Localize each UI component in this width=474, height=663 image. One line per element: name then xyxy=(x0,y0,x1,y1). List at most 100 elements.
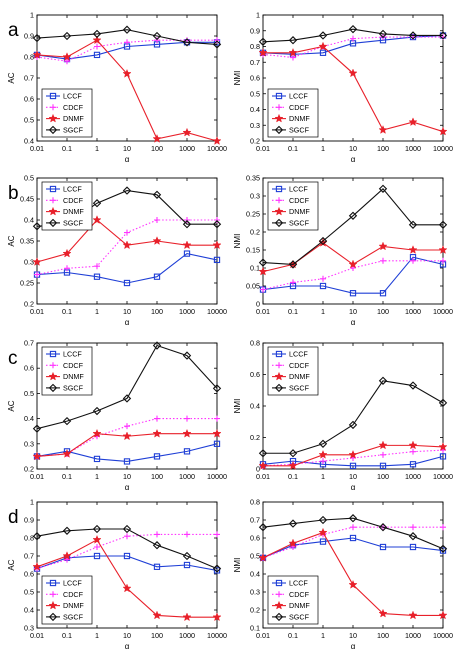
data-point xyxy=(258,37,268,46)
series-line xyxy=(263,380,444,454)
data-point xyxy=(152,190,162,199)
x-tick-label: 100 xyxy=(151,144,163,153)
series-dnmf xyxy=(32,35,222,145)
data-point xyxy=(440,257,446,264)
legend: LCCF CDCF DNMF SGCF xyxy=(267,575,319,625)
panel-label: b xyxy=(8,183,19,204)
y-tick-label: 0.7 xyxy=(250,58,260,67)
x-tick-label: 10 xyxy=(349,631,357,640)
x-tick-label: 10 xyxy=(349,472,357,481)
data-point xyxy=(378,29,388,39)
data-point xyxy=(258,523,268,532)
x-tick-label: 0.1 xyxy=(62,472,72,481)
data-point xyxy=(408,31,418,40)
data-point xyxy=(94,544,100,550)
legend: LCCF CDCF DNMF SGCF xyxy=(41,181,93,231)
data-point xyxy=(32,451,42,461)
series-cdcf xyxy=(260,34,446,61)
legend-marker xyxy=(274,371,284,381)
data-point xyxy=(182,127,192,137)
y-tick-label: 0.4 xyxy=(24,414,34,423)
x-tick-label: 1 xyxy=(95,307,99,316)
legend-label: LCCF xyxy=(289,92,308,101)
data-point xyxy=(182,38,192,47)
legend-label: SGCF xyxy=(63,219,84,228)
x-tick-label: 0.1 xyxy=(62,307,72,316)
chart-b-nmi: 0.01 0.1 1 10 100 1000 10000 0 0.05 0.1 0.15 0.2 0.2… xyxy=(233,174,453,328)
data-point xyxy=(212,136,222,145)
series-sgcf xyxy=(258,514,448,553)
legend-marker xyxy=(49,92,57,100)
data-point xyxy=(212,428,222,438)
panel-label: d xyxy=(8,507,19,528)
data-point xyxy=(182,428,192,438)
data-point xyxy=(318,439,328,448)
data-point xyxy=(62,448,72,458)
y-tick-label: 0.8 xyxy=(24,53,34,62)
x-tick-label: 10 xyxy=(123,631,131,640)
data-point xyxy=(214,217,220,223)
series-sgcf xyxy=(258,376,448,458)
legend: LCCF CDCF DNMF SGCF xyxy=(267,346,319,396)
data-point xyxy=(410,448,416,455)
series-line xyxy=(36,253,218,284)
y-tick-label: 0.5 xyxy=(24,116,34,125)
x-tick-label: 1 xyxy=(321,631,325,640)
legend-marker xyxy=(275,350,283,358)
y-tick-label: 0.2 xyxy=(24,300,34,309)
series-dnmf xyxy=(32,215,222,266)
legend-label: CDCF xyxy=(63,590,84,599)
data-point xyxy=(290,54,296,61)
data-point xyxy=(32,532,42,541)
legend: LCCF CDCF DNMF SGCF xyxy=(41,575,93,625)
chart-d-ac: 0.01 0.1 1 10 100 1000 10000 0.3 0.4 0.5 0.6 0.7 0.8… xyxy=(7,498,227,652)
legend-label: SGCF xyxy=(289,613,310,622)
legend-marker xyxy=(276,197,282,204)
legend-label: CDCF xyxy=(289,590,310,599)
x-tick-label: 1000 xyxy=(179,631,195,640)
legend-marker xyxy=(48,612,58,622)
data-point xyxy=(438,398,448,408)
y-tick-label: 0.2 xyxy=(250,228,260,237)
data-point xyxy=(92,428,102,438)
data-point xyxy=(64,58,70,65)
data-point xyxy=(92,29,102,39)
series-cdcf xyxy=(260,257,446,293)
legend-marker xyxy=(50,591,56,598)
data-point xyxy=(348,579,358,589)
data-point xyxy=(62,248,72,258)
x-tick-label: 10 xyxy=(123,472,131,481)
data-point xyxy=(288,36,298,45)
data-point xyxy=(439,453,447,460)
data-point xyxy=(258,258,268,267)
x-tick-label: 1 xyxy=(95,144,99,153)
x-tick-label: 10000 xyxy=(433,307,453,316)
legend-marker xyxy=(276,591,282,598)
x-tick-label: 10000 xyxy=(207,307,227,316)
legend-marker xyxy=(49,185,57,193)
data-point xyxy=(380,257,386,264)
data-point xyxy=(349,534,357,542)
series-sgcf xyxy=(32,341,222,433)
data-point xyxy=(183,250,191,257)
data-point xyxy=(122,394,132,403)
y-tick-label: 0.5 xyxy=(24,588,34,597)
data-point xyxy=(213,567,221,574)
y-tick-label: 1 xyxy=(30,11,34,20)
y-tick-label: 0.8 xyxy=(250,339,260,348)
data-point xyxy=(348,420,358,430)
x-axis-label: α xyxy=(351,155,356,164)
y-tick-label: 0.4 xyxy=(24,216,34,225)
legend-label: LCCF xyxy=(63,185,82,194)
data-point xyxy=(258,449,268,458)
data-point xyxy=(438,544,448,553)
x-tick-label: 100 xyxy=(377,307,389,316)
data-point xyxy=(378,125,388,134)
data-point xyxy=(318,449,328,459)
data-point xyxy=(183,448,191,455)
data-point xyxy=(182,351,192,360)
series-lccf xyxy=(33,440,221,465)
legend-label: LCCF xyxy=(289,579,308,588)
data-point xyxy=(212,40,222,49)
data-point xyxy=(258,47,268,57)
